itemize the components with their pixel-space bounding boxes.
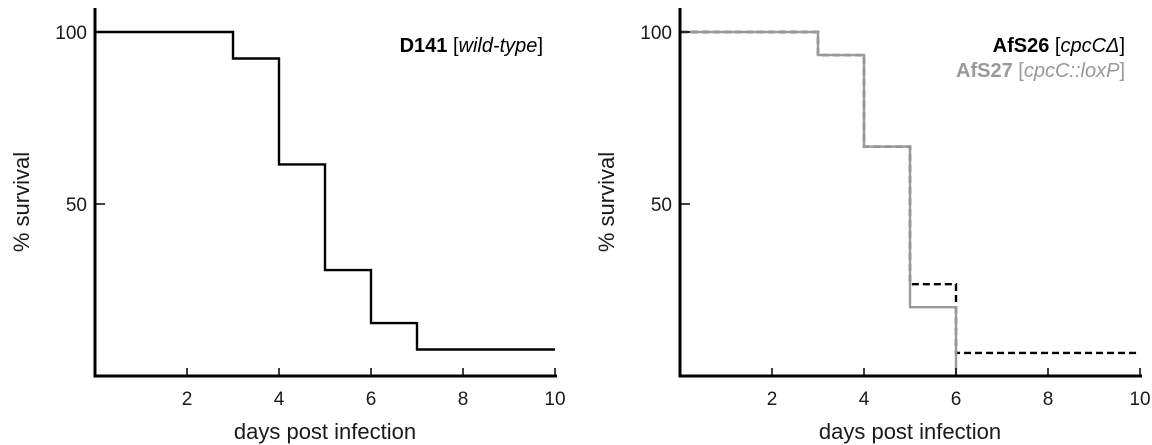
y-tick-label: 50 bbox=[651, 195, 672, 216]
x-tick-label: 10 bbox=[544, 389, 565, 410]
x-axis-title: days post infection bbox=[234, 419, 416, 444]
survival-chart-d141: 2 4 6 8 10 50 100 days post infection % survi… bbox=[9, 8, 566, 444]
series-layer bbox=[95, 30, 555, 351]
legend: D141 [wild-type] bbox=[400, 35, 543, 57]
legend-series-name: D141 bbox=[400, 35, 448, 57]
legend-entry-afs26: AfS26 [cpcCΔ] bbox=[993, 35, 1125, 57]
y-axis-title: % survival bbox=[9, 152, 34, 252]
legend-series-detail: wild-type bbox=[459, 35, 538, 57]
y-tick-label: 100 bbox=[640, 23, 672, 44]
legend-series-name: AfS27 bbox=[956, 60, 1013, 82]
x-tick-label: 8 bbox=[458, 389, 469, 410]
legend-entry-d141: D141 [wild-type] bbox=[400, 35, 543, 57]
x-tick-label: 6 bbox=[366, 389, 377, 410]
series-layer bbox=[680, 30, 1140, 376]
legend: AfS26 [cpcCΔ]AfS27 [cpcC::loxP] bbox=[956, 35, 1125, 82]
x-tick-label: 10 bbox=[1129, 389, 1150, 410]
series-line-afs27 bbox=[680, 30, 958, 376]
y-tick-label: 100 bbox=[55, 23, 87, 44]
x-tick-label: 4 bbox=[859, 389, 870, 410]
x-tick-label: 2 bbox=[182, 389, 193, 410]
y-axis-title: % survival bbox=[594, 152, 619, 252]
y-ticks: 50 100 bbox=[640, 23, 690, 216]
survival-chart-afs26-afs27: 2 4 6 8 10 50 100 days post infection % survi… bbox=[594, 8, 1151, 444]
x-ticks: 2 4 6 8 10 bbox=[767, 368, 1151, 410]
x-tick-label: 6 bbox=[951, 389, 962, 410]
legend-series-detail: cpcC::loxP bbox=[1024, 60, 1120, 82]
x-tick-label: 4 bbox=[274, 389, 285, 410]
series-line-d141 bbox=[95, 30, 555, 351]
legend-series-name: AfS26 bbox=[993, 35, 1050, 57]
x-ticks: 2 4 6 8 10 bbox=[182, 368, 566, 410]
y-ticks: 50 100 bbox=[55, 23, 105, 216]
x-tick-label: 2 bbox=[767, 389, 778, 410]
x-tick-label: 8 bbox=[1043, 389, 1054, 410]
x-axis-title: days post infection bbox=[819, 419, 1001, 444]
y-tick-label: 50 bbox=[66, 195, 87, 216]
legend-entry-afs27: AfS27 [cpcC::loxP] bbox=[956, 60, 1125, 82]
legend-series-detail: cpcCΔ bbox=[1060, 35, 1119, 57]
